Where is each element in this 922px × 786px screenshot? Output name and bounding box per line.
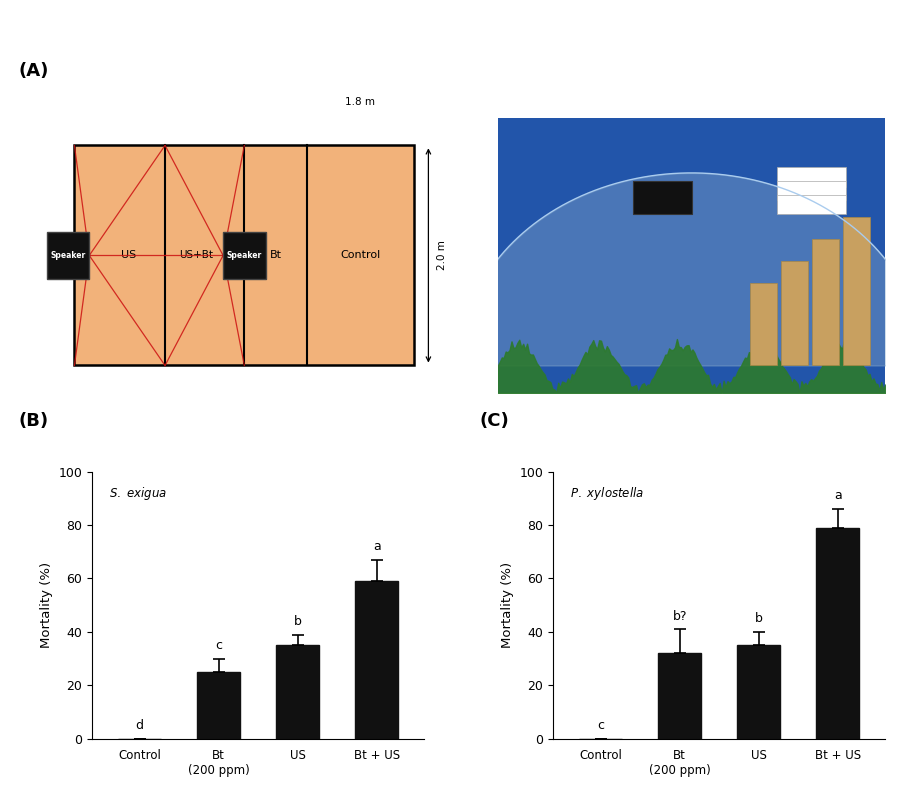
Text: (B): (B) <box>18 412 49 429</box>
Bar <box>776 167 846 186</box>
Text: b: b <box>294 615 301 628</box>
Text: US: US <box>121 251 136 260</box>
Bar <box>776 195 846 214</box>
Bar <box>843 217 869 365</box>
Bar <box>816 527 859 739</box>
Text: a: a <box>372 540 381 553</box>
Bar <box>75 145 414 365</box>
Y-axis label: Mortality (%): Mortality (%) <box>40 562 53 648</box>
Text: 1.8 m: 1.8 m <box>346 97 375 107</box>
Text: b: b <box>755 612 762 626</box>
Bar <box>776 181 846 200</box>
Bar <box>223 232 266 279</box>
Text: (C): (C) <box>479 412 509 429</box>
Bar <box>276 645 319 739</box>
Text: d: d <box>136 719 144 733</box>
Text: US+Bt: US+Bt <box>179 251 213 260</box>
Text: 2.0 m: 2.0 m <box>437 241 447 270</box>
Text: Speaker: Speaker <box>51 251 86 260</box>
Bar <box>633 181 692 214</box>
Bar <box>658 653 702 739</box>
Bar <box>750 283 776 365</box>
Bar <box>197 672 241 739</box>
Text: Control: Control <box>340 251 381 260</box>
Text: Speaker: Speaker <box>227 251 262 260</box>
Text: c: c <box>597 719 604 733</box>
Bar <box>781 261 808 365</box>
Text: $\it{S.}$ $\it{exigua}$: $\it{S.}$ $\it{exigua}$ <box>109 485 167 502</box>
Text: a: a <box>833 490 842 502</box>
Bar <box>47 232 89 279</box>
Text: c: c <box>215 639 222 652</box>
Text: Bt: Bt <box>269 251 281 260</box>
Text: b?: b? <box>672 610 687 623</box>
Bar <box>355 581 398 739</box>
Text: (A): (A) <box>18 62 49 79</box>
Y-axis label: Mortality (%): Mortality (%) <box>501 562 514 648</box>
Bar <box>811 239 839 365</box>
Text: $\it{P.}$ $\it{xylostella}$: $\it{P.}$ $\it{xylostella}$ <box>570 485 644 502</box>
Bar <box>737 645 780 739</box>
